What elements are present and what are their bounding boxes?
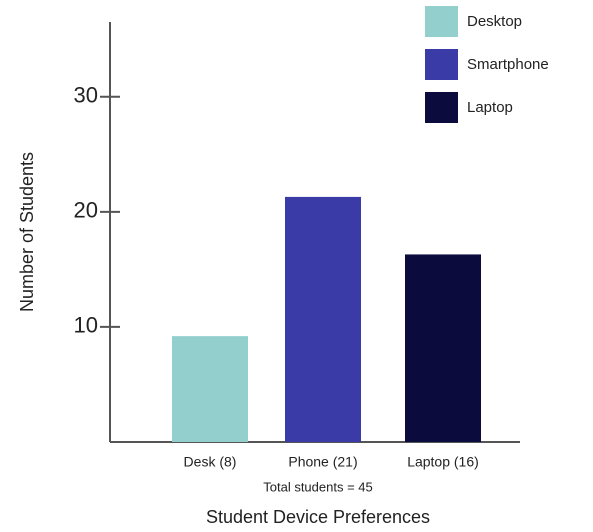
x-tick-label: Phone (21): [288, 454, 357, 470]
y-tick-label: 10: [74, 313, 98, 338]
y-axis-label: Number of Students: [17, 152, 37, 312]
y-tick-label: 30: [74, 83, 98, 108]
legend-swatch: [425, 6, 458, 37]
y-tick-label: 20: [74, 198, 98, 223]
chart-title: Student Device Preferences: [206, 507, 430, 527]
bar: [285, 196, 361, 442]
legend-swatch: [425, 49, 458, 80]
legend-label: Desktop: [467, 13, 522, 30]
annotation: Total students = 45: [263, 479, 373, 494]
legend-swatch: [425, 92, 458, 123]
legend-label: Smartphone: [467, 56, 549, 73]
x-tick-label: Desk (8): [184, 454, 237, 470]
bar: [172, 336, 248, 442]
legend-label: Laptop: [467, 99, 513, 116]
bar: [405, 254, 481, 442]
x-tick-label: Laptop (16): [407, 454, 479, 470]
